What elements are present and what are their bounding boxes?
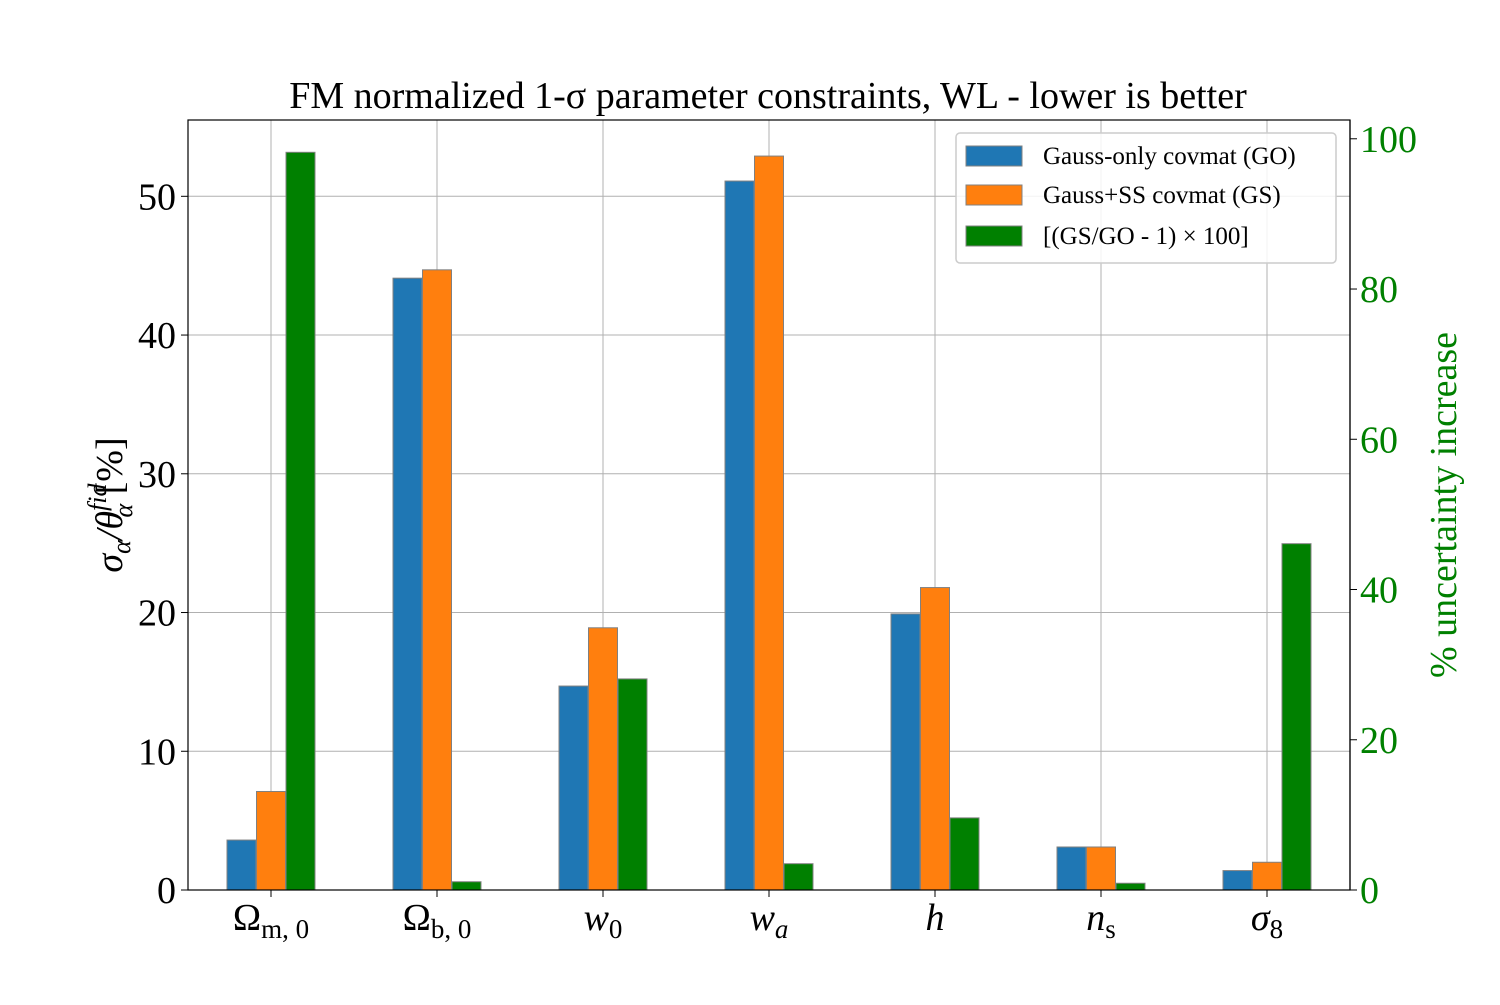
bar-go	[724, 180, 755, 891]
x-tick-label: σ8	[1251, 897, 1283, 944]
bar-gs	[588, 627, 618, 891]
bar-gs	[422, 269, 452, 891]
legend-swatch-go	[965, 145, 1023, 167]
x-tick-sub: 0	[609, 914, 623, 944]
x-tick-main: w	[584, 897, 610, 939]
bar-ratio	[451, 881, 482, 891]
ylabel-main: σ	[89, 553, 131, 573]
right-tick-label: 0	[1360, 870, 1379, 912]
legend: Gauss-only covmat (GO) Gauss+SS covmat (…	[955, 132, 1337, 264]
bar-go	[392, 277, 423, 891]
right-axis-label: % uncertainty increase	[1423, 332, 1465, 678]
ylabel-sub1: α	[107, 539, 136, 554]
left-tick-label: 20	[138, 593, 176, 635]
bar-ratio	[1115, 882, 1146, 891]
legend-label-gs: Gauss+SS covmat (GS)	[1043, 182, 1281, 209]
chart-title: FM normalized 1-σ parameter constraints,…	[289, 75, 1247, 117]
x-tick-label: h	[926, 897, 945, 939]
right-tick-label: 80	[1360, 269, 1398, 311]
bar-go	[558, 685, 589, 891]
x-tick-main: Ω	[403, 897, 431, 939]
x-tick-label: Ωb, 0	[403, 897, 472, 944]
bar-gs	[754, 155, 784, 891]
legend-swatch-gs	[965, 184, 1023, 206]
ylabel-tail: [%]	[89, 437, 131, 503]
bar-gs	[1086, 846, 1116, 891]
legend-label-go: Gauss-only covmat (GO)	[1043, 143, 1296, 170]
ylabel-sub2: α	[109, 503, 138, 518]
bar-go	[890, 613, 921, 891]
bar-ratio	[949, 817, 980, 891]
bar-go	[226, 839, 257, 891]
left-tick-label: 0	[157, 870, 176, 912]
bar-gs	[256, 790, 286, 891]
bars	[226, 151, 1312, 891]
bar-ratio	[617, 678, 648, 891]
x-tick-main: Ω	[233, 897, 261, 939]
left-tick-label: 50	[138, 176, 176, 218]
left-axis-label: σα/θfidα [%]	[83, 437, 138, 572]
legend-label-ratio: [(GS/GO - 1) × 100]	[1043, 223, 1249, 250]
x-axis-ticks: Ωm, 0 Ωb, 0 w0 wa h ns σ8	[233, 890, 1283, 944]
x-tick-sub: b, 0	[431, 914, 472, 944]
bar-go	[1056, 846, 1087, 891]
legend-box	[955, 132, 1337, 264]
right-tick-label: 40	[1360, 570, 1398, 612]
x-tick-sub: a	[775, 914, 789, 944]
ylabel-slash: /θ	[89, 511, 131, 542]
right-tick-label: 60	[1360, 419, 1398, 461]
x-tick-sub: m, 0	[261, 914, 309, 944]
x-tick-main: h	[926, 897, 945, 939]
x-tick-label: w0	[584, 897, 623, 944]
left-tick-label: 40	[138, 315, 176, 357]
left-axis-ticks: 0 10 20 30 40 50	[138, 176, 188, 912]
x-tick-main: σ	[1251, 897, 1271, 939]
right-axis-ticks: 0 20 40 60 80 100	[1349, 119, 1417, 912]
bar-ratio	[285, 151, 316, 891]
x-tick-main: n	[1086, 897, 1105, 939]
ylabel-sup: fid	[83, 483, 112, 511]
bar-gs	[1252, 861, 1282, 891]
legend-swatch-ratio	[965, 225, 1023, 247]
bar-ratio	[783, 863, 814, 891]
x-tick-sub: 8	[1270, 914, 1284, 944]
bar-ratio	[1281, 543, 1312, 891]
left-tick-label: 30	[138, 454, 176, 496]
x-tick-label: ns	[1086, 897, 1116, 944]
bar-gs	[920, 587, 950, 891]
x-tick-sub: s	[1105, 914, 1116, 944]
x-tick-label: wa	[750, 897, 789, 944]
bar-go	[1222, 870, 1253, 891]
left-tick-label: 10	[138, 731, 176, 773]
x-tick-label: Ωm, 0	[233, 897, 309, 944]
right-tick-label: 100	[1360, 119, 1417, 161]
x-tick-main: w	[750, 897, 776, 939]
right-tick-label: 20	[1360, 720, 1398, 762]
